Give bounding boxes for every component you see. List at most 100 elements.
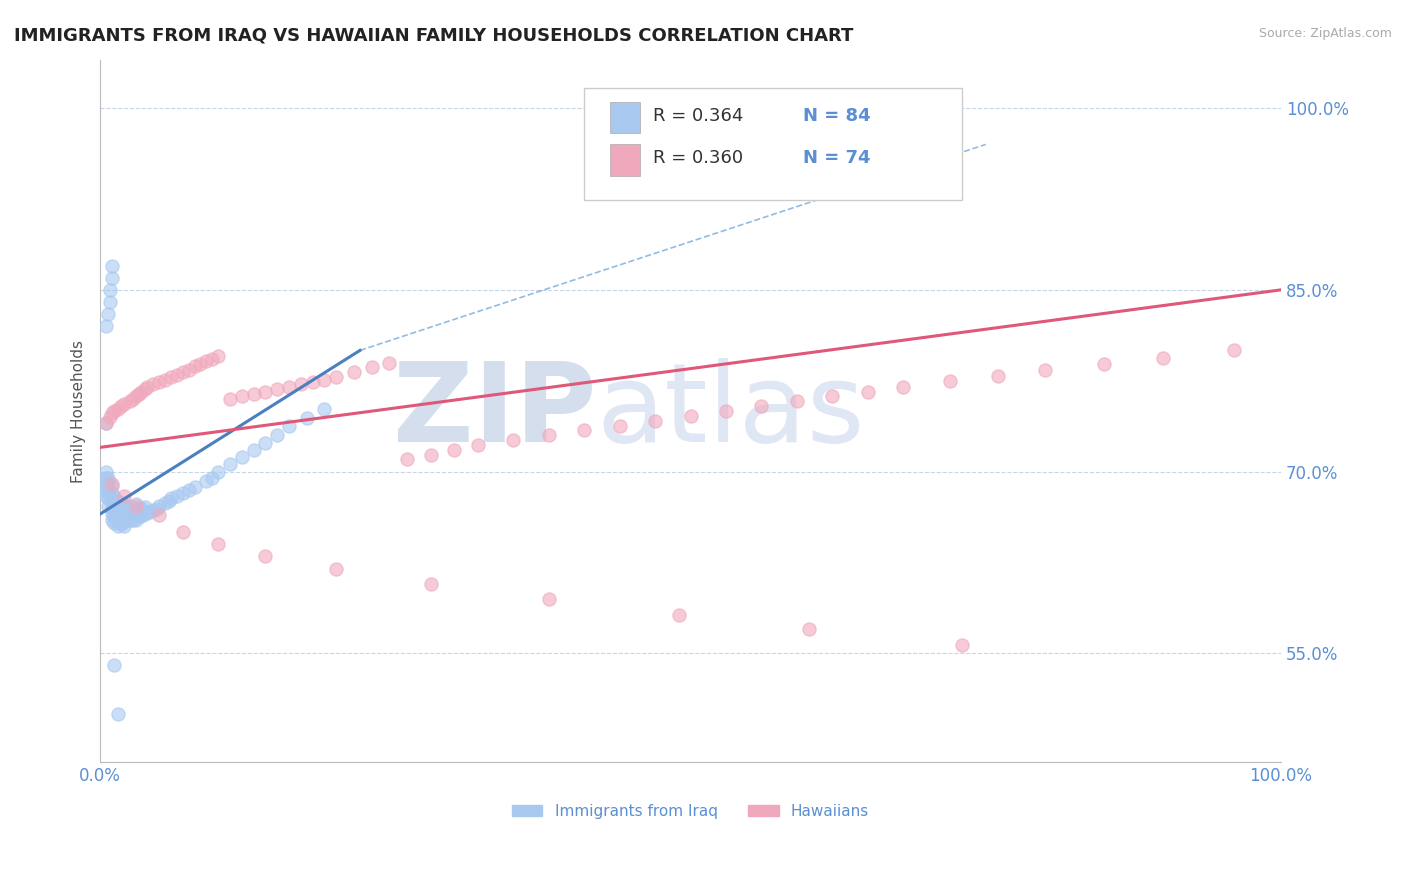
- FancyBboxPatch shape: [610, 102, 640, 134]
- Point: [419, 577, 441, 591]
- Point: [668, 607, 690, 622]
- Point: [242, 387, 264, 401]
- Point: [751, 399, 773, 413]
- Point: [360, 360, 382, 375]
- Text: N = 84: N = 84: [803, 107, 870, 125]
- Point: [97, 470, 120, 484]
- Point: [107, 513, 129, 527]
- Point: [107, 500, 129, 515]
- Point: [112, 505, 135, 519]
- Point: [148, 375, 170, 389]
- Point: [166, 368, 188, 382]
- Point: [146, 502, 169, 516]
- Point: [103, 490, 125, 504]
- Point: [131, 384, 153, 399]
- Point: [207, 465, 229, 479]
- Point: [94, 416, 117, 430]
- Point: [148, 499, 170, 513]
- Point: [207, 350, 229, 364]
- FancyBboxPatch shape: [585, 87, 962, 200]
- Point: [301, 375, 323, 389]
- Point: [939, 374, 962, 388]
- Point: [94, 476, 117, 491]
- Point: [325, 370, 347, 384]
- Point: [278, 418, 301, 433]
- Point: [103, 658, 125, 673]
- Legend: Immigrants from Iraq, Hawaiians: Immigrants from Iraq, Hawaiians: [506, 797, 876, 825]
- Point: [290, 377, 312, 392]
- Point: [101, 406, 124, 420]
- Point: [166, 489, 188, 503]
- Point: [103, 509, 125, 524]
- Text: Source: ZipAtlas.com: Source: ZipAtlas.com: [1258, 27, 1392, 40]
- Point: [97, 499, 120, 513]
- Point: [1092, 357, 1115, 371]
- Point: [122, 513, 145, 527]
- Point: [115, 507, 138, 521]
- Point: [295, 411, 318, 425]
- Point: [153, 372, 176, 386]
- Point: [107, 507, 129, 521]
- Point: [101, 259, 124, 273]
- Point: [378, 355, 401, 369]
- Point: [112, 510, 135, 524]
- Point: [714, 404, 737, 418]
- Point: [124, 497, 146, 511]
- Point: [609, 418, 631, 433]
- Point: [98, 295, 121, 310]
- Point: [112, 397, 135, 411]
- Point: [325, 561, 347, 575]
- Point: [195, 475, 218, 489]
- Text: atlas: atlas: [596, 358, 865, 465]
- Point: [177, 483, 200, 497]
- Point: [786, 394, 808, 409]
- Point: [821, 389, 844, 403]
- Point: [97, 476, 120, 491]
- Point: [231, 389, 253, 403]
- Point: [136, 380, 159, 394]
- Point: [891, 380, 914, 394]
- Point: [124, 389, 146, 403]
- Point: [134, 382, 156, 396]
- Point: [103, 516, 125, 530]
- Text: N = 74: N = 74: [803, 149, 870, 167]
- Point: [110, 399, 132, 413]
- Point: [201, 351, 224, 366]
- Point: [122, 506, 145, 520]
- Point: [160, 491, 183, 506]
- Text: IMMIGRANTS FROM IRAQ VS HAWAIIAN FAMILY HOUSEHOLDS CORRELATION CHART: IMMIGRANTS FROM IRAQ VS HAWAIIAN FAMILY …: [14, 27, 853, 45]
- FancyBboxPatch shape: [610, 144, 640, 176]
- Point: [201, 470, 224, 484]
- Point: [134, 500, 156, 514]
- Point: [207, 537, 229, 551]
- Point: [94, 489, 117, 503]
- Point: [537, 428, 560, 442]
- Point: [98, 283, 121, 297]
- Point: [118, 394, 141, 409]
- Point: [254, 384, 277, 399]
- Point: [107, 401, 129, 416]
- Point: [183, 359, 205, 374]
- Point: [101, 491, 124, 506]
- Point: [94, 416, 117, 430]
- Point: [115, 500, 138, 514]
- Point: [219, 392, 242, 406]
- Point: [950, 638, 973, 652]
- Point: [112, 489, 135, 503]
- Point: [101, 513, 124, 527]
- Point: [128, 509, 150, 524]
- Point: [112, 519, 135, 533]
- Point: [101, 486, 124, 500]
- Point: [94, 470, 117, 484]
- Point: [124, 505, 146, 519]
- Point: [94, 483, 117, 497]
- Point: [157, 493, 180, 508]
- Point: [97, 491, 120, 506]
- Point: [142, 503, 165, 517]
- Point: [101, 476, 124, 491]
- Point: [183, 480, 205, 494]
- Point: [160, 370, 183, 384]
- Point: [115, 514, 138, 528]
- Point: [101, 507, 124, 521]
- Point: [97, 307, 120, 321]
